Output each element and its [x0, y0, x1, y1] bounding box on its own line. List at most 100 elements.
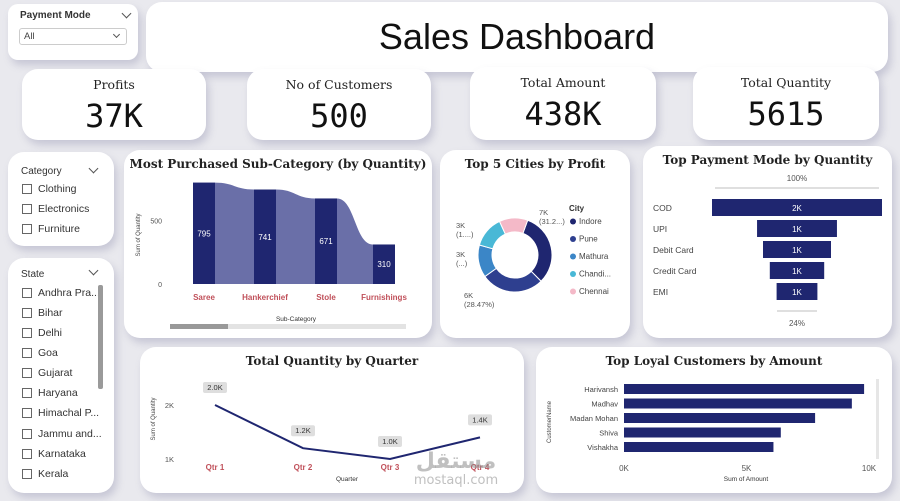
category-option-clothing[interactable]: Clothing [22, 183, 77, 195]
kpi-value: 5615 [747, 95, 825, 133]
category-option-electronics[interactable]: Electronics [22, 203, 89, 215]
subcategory-chart: Sum of Quantity 0 500 795 Saree 741 Hankerchie… [136, 182, 407, 323]
kpi-label: Total Quantity [740, 75, 832, 90]
x-tick-label: 0K [619, 464, 629, 473]
chart-title: Top Loyal Customers by Amount [605, 354, 823, 368]
bar [193, 182, 215, 284]
option-label: Haryana [38, 387, 78, 399]
checkbox[interactable] [22, 388, 32, 398]
checkbox[interactable] [22, 368, 32, 378]
payment-chart-card: Top Payment Mode by Quantity 100% 2K COD 1K… [643, 146, 892, 338]
chevron-down-icon[interactable] [88, 163, 99, 174]
option-label: Delhi [38, 327, 62, 339]
state-option[interactable]: Andhra Pra... [22, 287, 100, 299]
state-option[interactable]: Delhi [22, 327, 62, 339]
quarter-chart: Sum of Quantity 1K 2K 2.0K Qtr 1 1.2K Qtr 2 1.0… [151, 382, 492, 483]
state-option[interactable]: Gujarat [22, 367, 72, 379]
bar-value-label: 795 [197, 229, 211, 238]
cities-chart: 7K (31.2...) 6K (28.47%) 3K (...) 3K (1....) Cit… [456, 204, 611, 309]
funnel-bar [757, 220, 837, 237]
category-title: Category [21, 166, 62, 177]
state-option[interactable]: Jammu and... [22, 428, 102, 440]
ribbon-area [193, 182, 395, 284]
option-label: Gujarat [38, 367, 73, 379]
funnel-bottom-label: 24% [789, 319, 805, 328]
y-axis-title: Sum of Quantity [151, 397, 157, 440]
page-title: Sales Dashboard [378, 16, 656, 57]
kpi-value: 37K [85, 97, 143, 135]
checkbox[interactable] [22, 469, 32, 479]
legend-swatch [570, 271, 576, 277]
bar [624, 413, 816, 423]
data-label: 1.2K [295, 426, 310, 435]
data-label-box [468, 414, 492, 426]
checkbox[interactable] [22, 328, 32, 338]
chevron-down-icon[interactable] [88, 265, 99, 276]
state-option[interactable]: Bihar [22, 307, 63, 319]
state-option[interactable]: Goa [22, 347, 58, 359]
chart-title: Most Purchased Sub-Category (by Quantity… [129, 157, 427, 171]
state-option[interactable]: Kerala [22, 468, 68, 480]
chart-title: Top 5 Cities by Profit [464, 157, 606, 171]
option-label: Kerala [38, 468, 69, 480]
payment-chart: 100% 2K COD 1K UPI 1K Debit Card 1K Credit Card 1… [653, 174, 882, 328]
bar-value-label: 671 [319, 237, 333, 246]
checkbox[interactable] [22, 449, 32, 459]
state-option[interactable]: Karnataka [22, 448, 86, 460]
checkbox[interactable] [22, 204, 32, 214]
funnel-category-label: COD [653, 203, 672, 213]
checkbox[interactable] [22, 429, 32, 439]
y-tick-label: Shiva [599, 429, 619, 438]
state-slicer: State Andhra Pra... Bihar Delhi Goa Guja… [8, 258, 114, 493]
x-axis-title: Sum of Amount [724, 476, 769, 483]
y-tick-label: Vishakha [587, 443, 619, 452]
state-option[interactable]: Himachal P... [22, 407, 99, 419]
kpi-total-amount: Total Amount 438K [470, 67, 656, 140]
bar [254, 189, 276, 284]
series-line [214, 404, 481, 461]
y-tick-label: Madan Mohan [570, 414, 618, 423]
horizontal-scrollbar[interactable] [170, 324, 406, 329]
category-option-furniture[interactable]: Furniture [22, 223, 80, 235]
kpi-label: Profits [93, 77, 135, 92]
legend-label: Chennai [579, 287, 609, 296]
legend-title: City [569, 204, 585, 213]
pie-slice [522, 219, 553, 282]
checkbox[interactable] [22, 288, 32, 298]
option-label: Bihar [38, 307, 63, 319]
funnel-value-label: 1K [792, 246, 802, 255]
y-axis-title: Sum of Quantity [136, 213, 142, 256]
chart-title: Top Payment Mode by Quantity [662, 153, 873, 167]
scrollbar-thumb[interactable] [170, 324, 228, 329]
payment-mode-dropdown[interactable]: All [19, 28, 127, 45]
x-tick-label: Stole [316, 293, 336, 302]
x-tick-label: Qtr 4 [471, 463, 490, 472]
bar [373, 244, 395, 284]
slice-label: 3K (...) [456, 250, 468, 268]
state-scrollbar[interactable] [98, 285, 103, 389]
header: Sales Dashboard [146, 2, 888, 72]
checkbox[interactable] [22, 184, 32, 194]
funnel-category-label: UPI [653, 224, 667, 234]
slice-label: 7K (31.2...) [539, 208, 565, 226]
option-label: Andhra Pra... [38, 287, 100, 299]
watermark: مستقل mostaql.com [396, 450, 516, 488]
checkbox[interactable] [22, 348, 32, 358]
state-option[interactable]: Haryana [22, 387, 78, 399]
kpi-value: 438K [524, 95, 602, 133]
kpi-label: Total Amount [520, 75, 606, 90]
x-tick-label: Qtr 3 [381, 463, 400, 472]
y-axis-title: CustomerName [547, 400, 553, 443]
chevron-down-icon[interactable] [121, 8, 132, 19]
checkbox[interactable] [22, 308, 32, 318]
option-label: Jammu and... [38, 428, 102, 440]
funnel-value-label: 1K [792, 288, 802, 297]
option-label: Clothing [38, 183, 77, 195]
checkbox[interactable] [22, 408, 32, 418]
y-tick-label: 500 [150, 218, 162, 225]
slice-label: 6K (28.47%) [464, 291, 495, 309]
data-label: 1.4K [472, 415, 487, 424]
kpi-total-quantity: Total Quantity 5615 [693, 67, 879, 140]
y-tick-label: 2K [165, 401, 174, 410]
checkbox[interactable] [22, 224, 32, 234]
